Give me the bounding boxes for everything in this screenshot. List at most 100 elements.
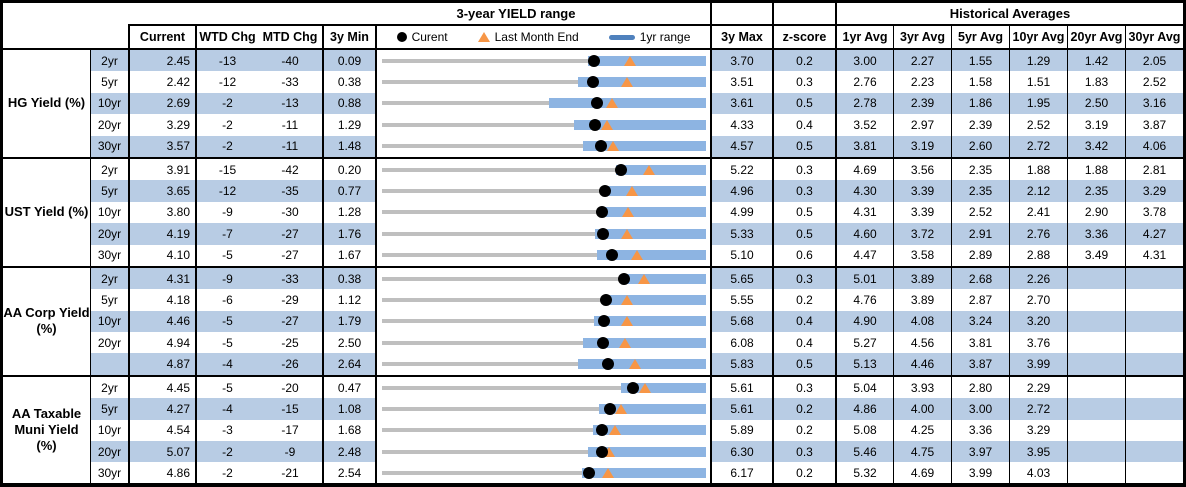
col-header-30yr-avg: 30yr Avg (1125, 24, 1183, 48)
yield-range-chart (375, 114, 710, 136)
range-3y-min-cell: 0.77 (322, 180, 375, 202)
tenor-label: 5yr (90, 71, 128, 93)
1yr-range-bar (593, 316, 706, 327)
avg-cell-3yr-avg: 3.39 (893, 201, 951, 224)
avg-cell-10yr-avg: 3.95 (1009, 441, 1067, 463)
tenor-label: 2yr (90, 158, 128, 181)
yield-range-plot (382, 93, 706, 114)
z-score-cell: 0.3 (772, 376, 835, 399)
range-3y-max-cell: 3.70 (710, 50, 772, 72)
tenor-label: 30yr (90, 135, 128, 157)
current-value-cell: 3.57 (128, 135, 195, 157)
avg-cell-10yr-avg: 2.12 (1009, 180, 1067, 202)
mtd-chg-cell: -27 (258, 223, 322, 245)
current-dot-icon (396, 32, 407, 42)
range-3y-max-cell: 4.33 (710, 114, 772, 136)
avg-cell-30yr-avg (1125, 289, 1183, 311)
yield-range-plot (382, 50, 706, 71)
current-yield-marker (596, 206, 609, 219)
avg-cell-30yr-avg: 3.29 (1125, 180, 1183, 202)
z-score-cell: 0.5 (772, 223, 835, 245)
tenor-label: 30yr (90, 462, 128, 483)
current-value-cell: 4.87 (128, 353, 195, 375)
range-3y-max-cell: 5.61 (710, 398, 772, 420)
avg-cell-10yr-avg: 1.95 (1009, 92, 1067, 115)
avg-cell-20yr-avg: 3.49 (1067, 244, 1125, 266)
avg-cell-3yr-avg: 4.08 (893, 310, 951, 333)
tenor-label: 20yr (90, 332, 128, 354)
avg-cell-10yr-avg: 1.29 (1009, 50, 1067, 72)
range-3y-min-cell: 1.67 (322, 244, 375, 266)
avg-cell-10yr-avg: 2.88 (1009, 244, 1067, 266)
mtd-chg-cell: -11 (258, 135, 322, 157)
range-3y-max-cell: 5.68 (710, 310, 772, 333)
3y-range-track (382, 449, 706, 454)
avg-cell-3yr-avg: 3.72 (893, 223, 951, 245)
avg-cell-10yr-avg: 3.29 (1009, 419, 1067, 442)
mtd-chg-cell: -27 (281, 248, 299, 263)
last-month-end-marker (623, 55, 636, 66)
avg-cell-1yr-avg: 5.01 (835, 267, 893, 290)
z-score-cell: 0.5 (772, 201, 835, 224)
avg-cell-30yr-avg: 2.52 (1125, 71, 1183, 93)
yield-range-plot (382, 398, 706, 419)
yield-range-chart (375, 310, 710, 333)
avg-cell-1yr-avg: 4.90 (835, 310, 893, 333)
avg-cell-5yr-avg: 2.80 (951, 376, 1009, 399)
tenor-label: 5yr (90, 289, 128, 311)
avg-cell-5yr-avg: 2.89 (951, 244, 1009, 266)
3y-range-track (382, 406, 706, 411)
tenor-label: 2yr (90, 50, 128, 72)
group-1: HG Yield (%) 2yr 2.45 -13 -40 0.09 3.70 0.2 3.00… (3, 50, 1183, 157)
z-score-cell: 0.4 (772, 332, 835, 354)
avg-cell-20yr-avg (1067, 376, 1125, 399)
last-month-end-triangle-icon (477, 32, 490, 42)
avg-cell-1yr-avg: 4.76 (835, 289, 893, 311)
range-3y-max-cell: 4.57 (710, 135, 772, 157)
range-3y-min-cell: 0.38 (322, 267, 375, 290)
avg-cell-30yr-avg: 3.78 (1125, 201, 1183, 224)
avg-cell-5yr-avg: 3.00 (951, 398, 1009, 420)
1yr-range-bar (620, 382, 706, 393)
z-score-cell: 0.3 (772, 71, 835, 93)
yield-range-chart (375, 376, 710, 399)
tenor-label (90, 353, 128, 375)
avg-cell-10yr-avg: 3.76 (1009, 332, 1067, 354)
col-header-z-score: z-score (772, 24, 835, 48)
current-value-cell: 3.91 (128, 158, 195, 181)
1yr-range-bar (599, 207, 706, 218)
wtd-chg-cell: -4 (195, 353, 258, 375)
3y-range-track (382, 58, 706, 63)
last-month-end-marker (622, 207, 635, 218)
yield-range-chart (375, 462, 710, 483)
yield-range-plot (382, 353, 706, 374)
avg-cell-3yr-avg: 2.97 (893, 114, 951, 136)
range-3y-max-cell: 6.30 (710, 441, 772, 463)
avg-cell-20yr-avg: 1.42 (1067, 50, 1125, 72)
range-3y-min-cell: 2.54 (322, 462, 375, 483)
avg-cell-20yr-avg: 3.36 (1067, 223, 1125, 245)
avg-cell-20yr-avg: 2.50 (1067, 92, 1125, 115)
avg-cell-5yr-avg: 2.87 (951, 289, 1009, 311)
avg-cell-1yr-avg: 4.60 (835, 223, 893, 245)
z-score-cell: 0.3 (772, 180, 835, 202)
mtd-chg-cell: -20 (281, 380, 299, 395)
avg-cell-3yr-avg: 4.25 (893, 419, 951, 442)
current-value-cell: 4.86 (128, 462, 195, 483)
avg-cell-20yr-avg (1067, 353, 1125, 375)
range-3y-min-cell: 1.79 (322, 310, 375, 333)
3y-range-track (382, 471, 706, 476)
wtd-chg-cell: -12 (195, 71, 258, 93)
avg-cell-3yr-avg: 4.56 (893, 332, 951, 354)
current-yield-marker (587, 76, 600, 89)
yield-range-plot (382, 223, 706, 244)
avg-cell-1yr-avg: 5.27 (835, 332, 893, 354)
col-header-10yr-avg: 10yr Avg (1009, 24, 1067, 48)
avg-cell-5yr-avg: 3.24 (951, 310, 1009, 333)
last-month-end-marker (621, 228, 634, 239)
3y-range-track (382, 362, 706, 367)
wtd-chg-cell: -2 (195, 441, 258, 463)
3y-range-track (382, 385, 706, 390)
avg-cell-5yr-avg: 2.39 (951, 114, 1009, 136)
